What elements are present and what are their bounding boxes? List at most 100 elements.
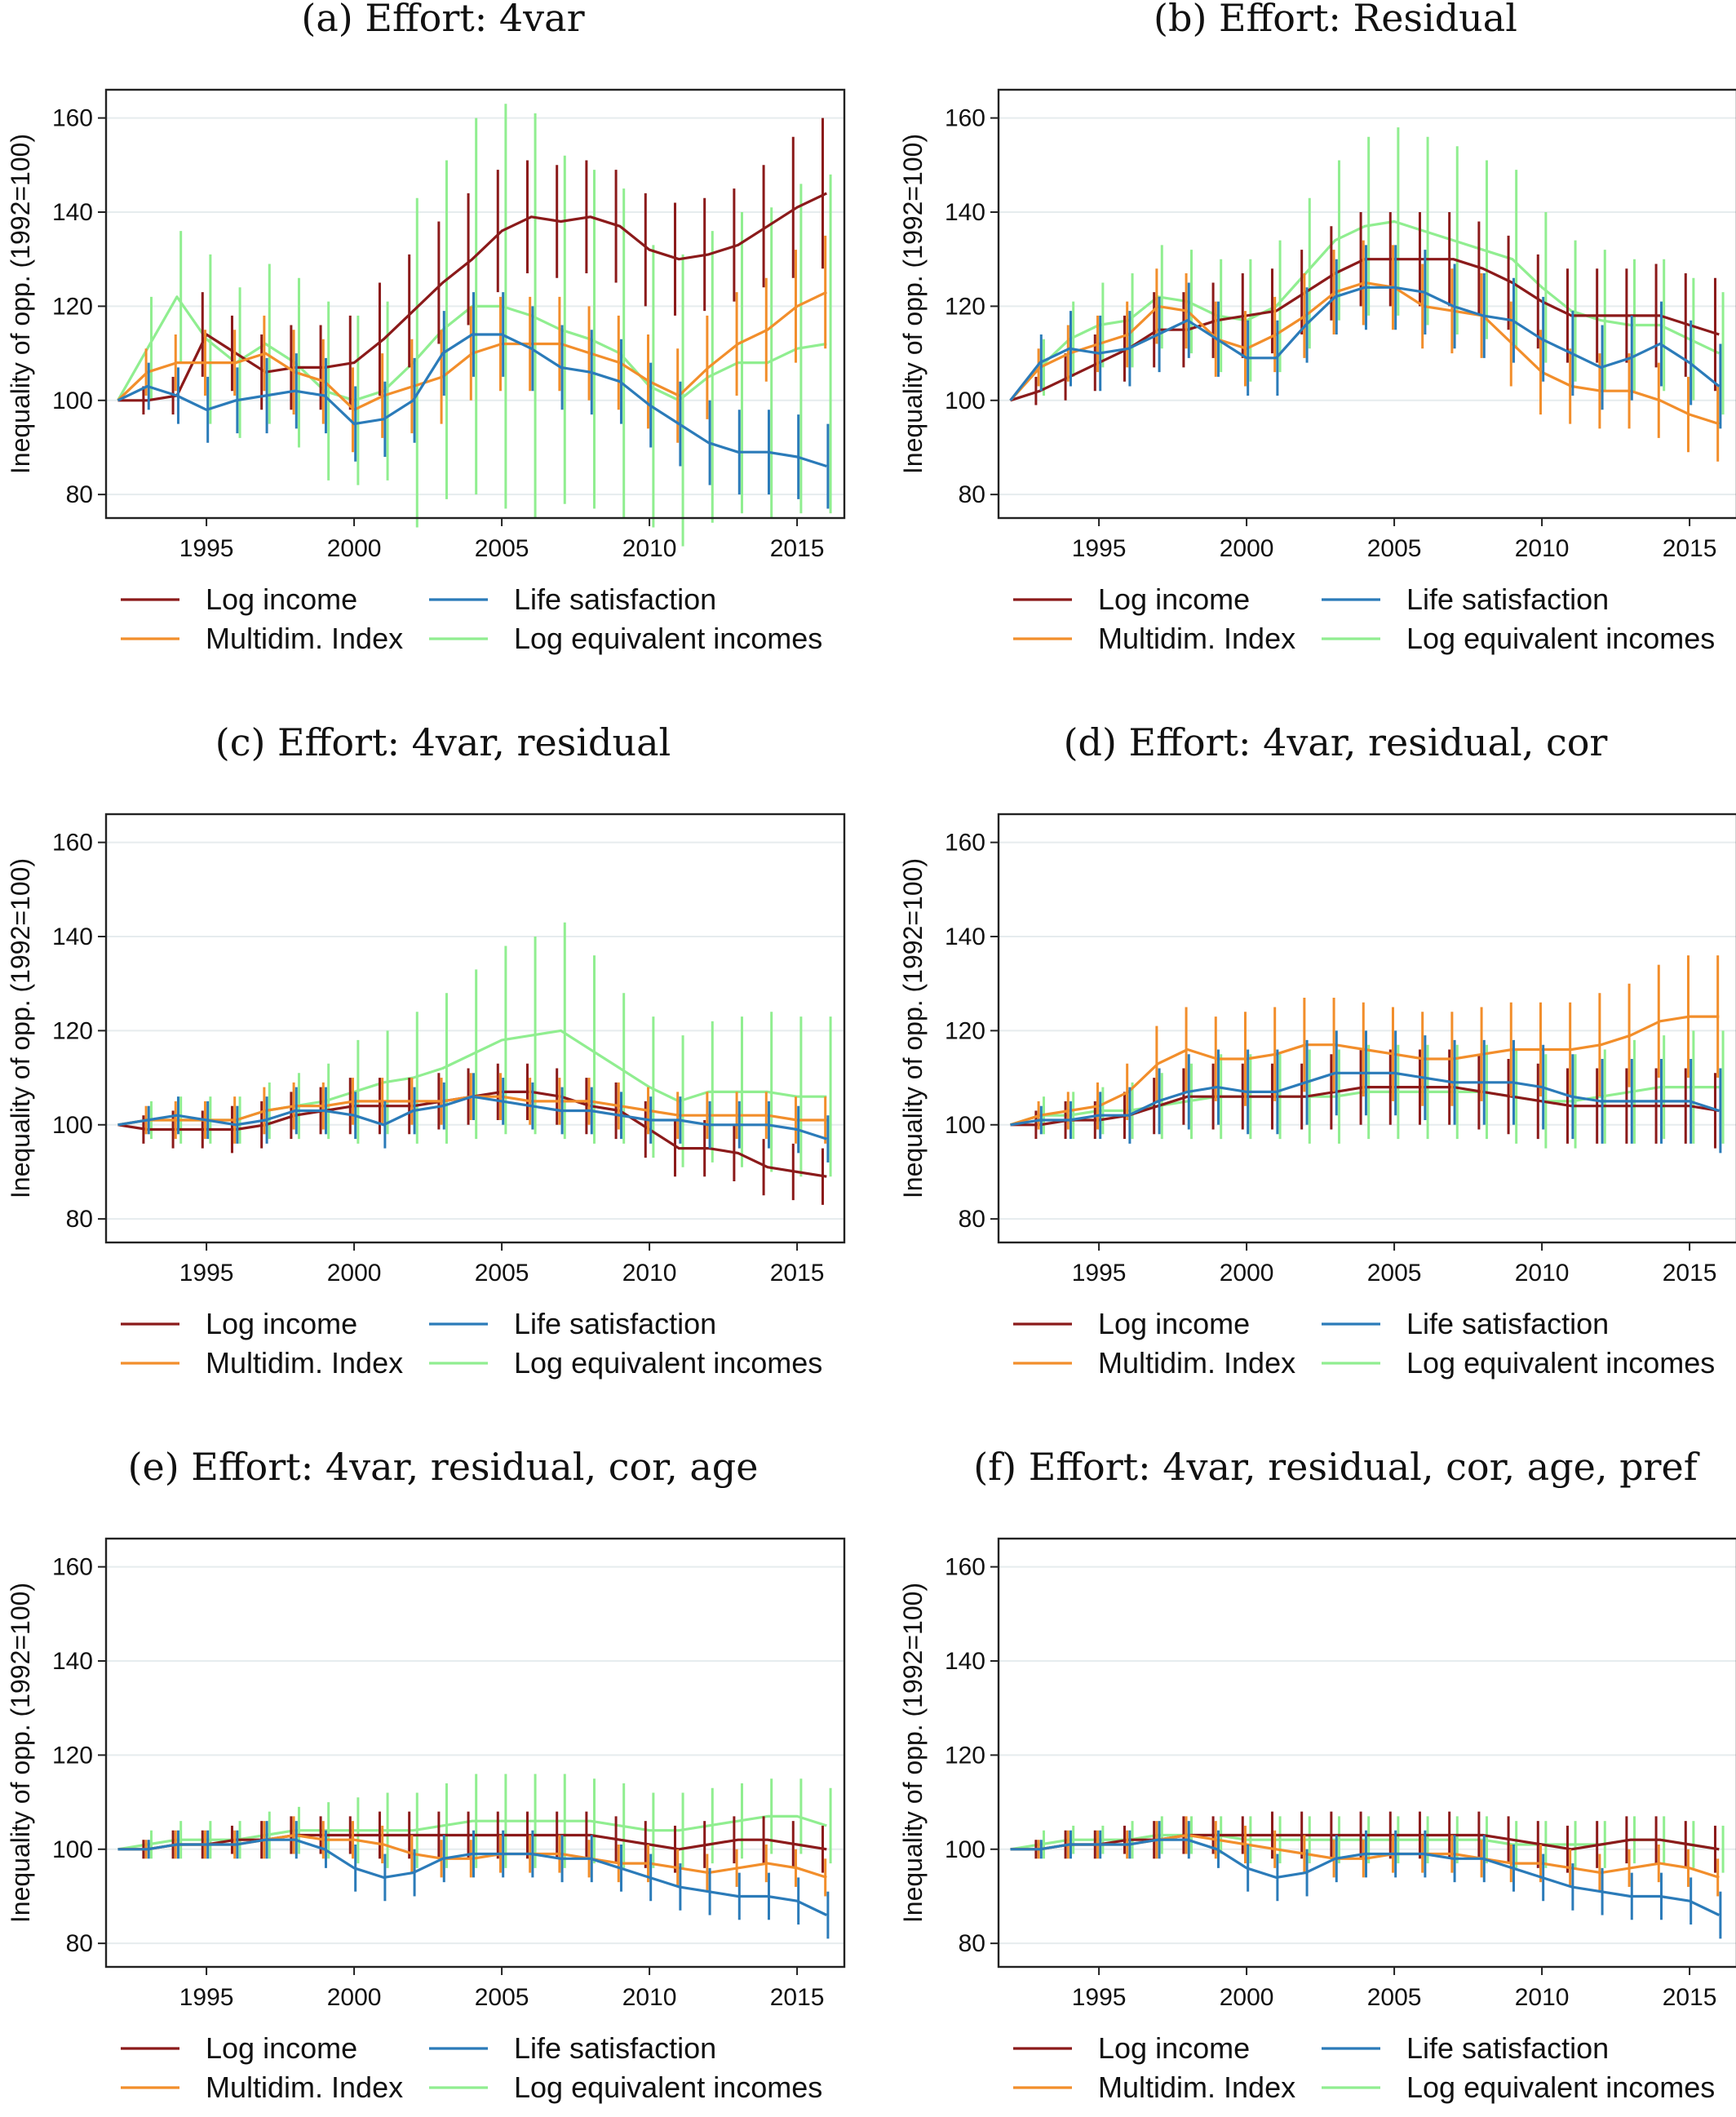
y-axis-label: Inequality of opp. (1992=100) <box>6 1583 35 1923</box>
series-line <box>1010 1015 1720 1127</box>
x-tick-label: 2010 <box>1515 1984 1570 2011</box>
series-multidim-index <box>117 1073 827 1144</box>
y-tick-label: 80 <box>959 481 985 508</box>
legend-entry: Life satisfaction <box>514 1307 716 1340</box>
legend-entry: Log income <box>1098 582 1250 616</box>
y-tick-label: 160 <box>52 830 93 857</box>
y-tick-label: 140 <box>945 923 985 950</box>
x-tick-label: 2010 <box>1515 535 1570 562</box>
y-tick-label: 140 <box>52 923 93 950</box>
series-multidim-index <box>1010 1816 1720 1897</box>
y-tick-label: 120 <box>52 1742 93 1769</box>
chart-panel-3: (c) Effort: 4var, residual 80 100 120 140 160… <box>6 720 846 1380</box>
series-line <box>117 1090 827 1178</box>
legend-entry: Log equivalent incomes <box>1406 1346 1715 1380</box>
legend-entry: Multidim. Index <box>1098 1346 1295 1380</box>
series-line <box>117 1833 827 1851</box>
x-tick-label: 2000 <box>1220 1984 1274 2011</box>
x-tick-label: 1995 <box>1072 1984 1127 2011</box>
panel-title: (d) Effort: 4var, residual, cor <box>1064 720 1608 764</box>
panel-title: (c) Effort: 4var, residual <box>215 720 671 764</box>
y-tick-label: 100 <box>945 1836 985 1863</box>
series-line <box>117 1095 827 1127</box>
legend-entry: Multidim. Index <box>206 2070 403 2104</box>
series-multidim-index <box>117 1816 827 1897</box>
series-life-satisfaction <box>1010 1030 1722 1154</box>
y-axis-label: Inequality of opp. (1992=100) <box>6 134 35 474</box>
y-axis-label: Inequality of opp. (1992=100) <box>898 134 928 474</box>
x-tick-label: 2015 <box>1663 535 1717 562</box>
y-tick-label: 140 <box>52 1648 93 1675</box>
y-tick-label: 80 <box>959 1206 985 1233</box>
y-tick-label: 160 <box>945 830 985 857</box>
series-log-equivalent-incomes <box>117 104 832 547</box>
x-tick-label: 2005 <box>1367 535 1422 562</box>
x-tick-label: 2000 <box>327 1260 382 1287</box>
series-log-equivalent-incomes <box>1009 127 1725 415</box>
legend-entry: Life satisfaction <box>1406 1307 1609 1340</box>
legend-entry: Log equivalent incomes <box>1406 622 1715 655</box>
y-tick-label: 80 <box>66 1206 93 1233</box>
series-log-income <box>1010 1811 1720 1873</box>
series-multidim-index <box>1010 955 1720 1130</box>
legend-entry: Life satisfaction <box>514 2031 716 2065</box>
legend-entry: Multidim. Index <box>206 1346 403 1380</box>
series-line <box>1010 258 1720 402</box>
panel-title: (a) Effort: 4var <box>301 0 584 40</box>
series-life-satisfaction <box>1009 245 1722 429</box>
x-tick-label: 2010 <box>622 1984 677 2011</box>
x-tick-label: 2000 <box>1220 535 1274 562</box>
panel-title: (f) Effort: 4var, residual, cor, age, pr… <box>973 1445 1700 1489</box>
plot-frame <box>997 813 1736 1244</box>
y-tick-label: 80 <box>66 1930 93 1957</box>
plot-frame <box>104 813 846 1244</box>
series-line <box>117 295 827 402</box>
legend-entry: Log equivalent incomes <box>1406 2070 1715 2104</box>
x-tick-label: 2005 <box>475 1984 529 2011</box>
series-multidim-index <box>1009 240 1720 462</box>
legend-entry: Multidim. Index <box>1098 622 1295 655</box>
legend-entry: Log income <box>206 1307 357 1340</box>
series-multidim-index <box>117 235 827 453</box>
series-line <box>1010 1838 1720 1916</box>
x-tick-label: 2010 <box>1515 1260 1570 1287</box>
x-tick-label: 2015 <box>770 1260 825 1287</box>
y-axis-label: Inequality of opp. (1992=100) <box>898 1583 928 1923</box>
y-tick-label: 120 <box>945 1017 985 1044</box>
x-tick-label: 2005 <box>475 535 529 562</box>
legend-entry: Log equivalent incomes <box>514 1346 822 1380</box>
chart-panel-4: (d) Effort: 4var, residual, cor 80 100 120 1… <box>898 720 1736 1380</box>
legend-entry: Log income <box>1098 2031 1250 2065</box>
y-tick-label: 140 <box>52 199 93 226</box>
x-tick-label: 2010 <box>622 1260 677 1287</box>
legend-entry: Log equivalent incomes <box>514 622 822 655</box>
chart-panel-1: (a) Effort: 4var 80 100 120 140 160 1995 2000 20… <box>6 0 846 655</box>
y-tick-label: 140 <box>945 1648 985 1675</box>
x-tick-label: 2000 <box>327 535 382 562</box>
y-axis-label: Inequality of opp. (1992=100) <box>898 858 928 1198</box>
legend-entry: Life satisfaction <box>1406 2031 1609 2065</box>
y-tick-label: 160 <box>945 105 985 132</box>
legend-entry: Log equivalent incomes <box>514 2070 822 2104</box>
series-line <box>117 1029 827 1127</box>
x-tick-label: 1995 <box>179 535 234 562</box>
x-tick-label: 2005 <box>475 1260 529 1287</box>
y-tick-label: 100 <box>945 388 985 414</box>
legend-entry: Log income <box>1098 1307 1250 1340</box>
series-line <box>1009 219 1720 401</box>
legend-entry: Log income <box>206 582 357 616</box>
legend-entry: Multidim. Index <box>1098 2070 1295 2104</box>
series-line <box>117 1095 827 1140</box>
y-axis-label: Inequality of opp. (1992=100) <box>6 858 35 1198</box>
y-tick-label: 120 <box>945 1742 985 1769</box>
x-tick-label: 2015 <box>770 535 825 562</box>
plot-frame <box>997 1537 1736 1969</box>
y-tick-label: 120 <box>52 1017 93 1044</box>
series-life-satisfaction <box>117 1073 830 1163</box>
x-tick-label: 1995 <box>179 1260 234 1287</box>
legend-entry: Log income <box>206 2031 357 2065</box>
series-life-satisfaction <box>117 1821 830 1939</box>
legend-entry: Life satisfaction <box>514 582 716 616</box>
y-tick-label: 120 <box>945 293 985 320</box>
